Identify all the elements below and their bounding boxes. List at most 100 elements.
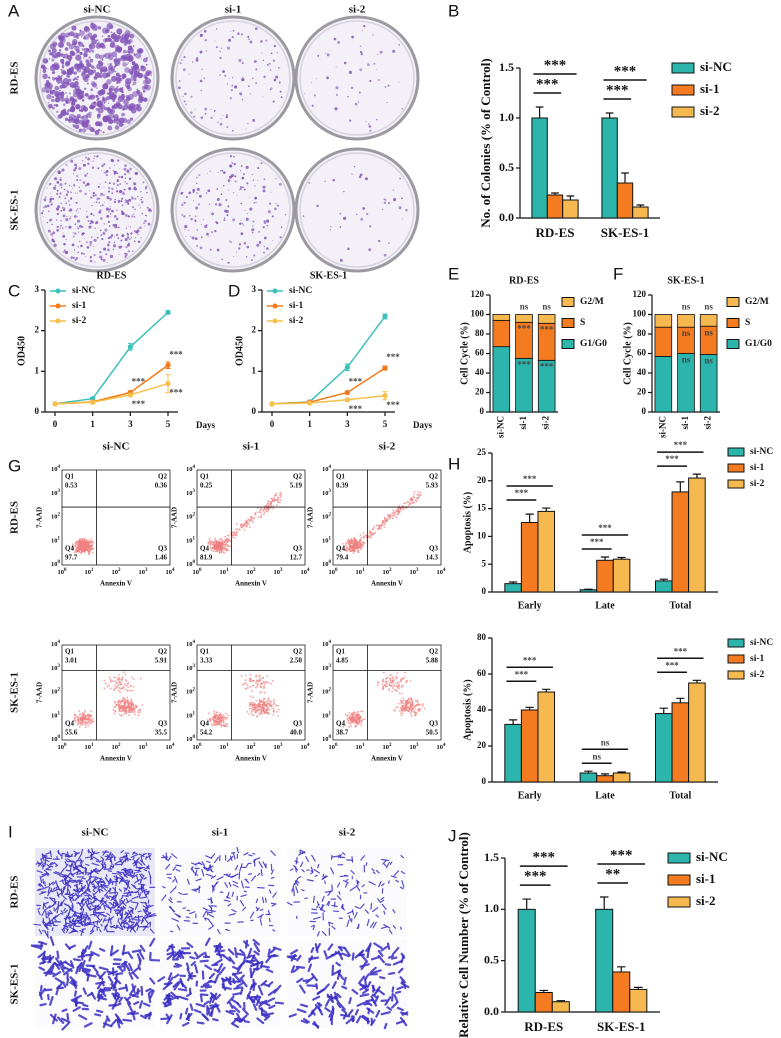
colony [46,221,49,224]
cell [83,913,87,917]
tick-base: 10 [410,744,417,751]
event-dot [359,546,362,549]
event-dot [109,681,112,683]
event-dot [235,523,238,525]
cell [355,884,361,892]
colony [185,103,187,106]
cell [216,876,224,881]
cell [98,889,101,894]
cell [131,927,136,933]
colony [73,215,77,218]
cell [67,878,71,886]
colony [190,95,193,98]
x-tick-label: 104 [437,568,447,576]
event-dot [74,543,77,546]
cell [125,898,129,903]
colony [393,198,397,202]
cell [341,852,346,856]
cell [49,881,55,886]
colony [115,56,118,58]
colony [75,210,77,212]
colony [126,233,130,236]
colony [271,215,274,218]
event-dot [79,551,82,554]
y-tick-label: 101 [322,711,332,719]
cell [92,905,97,913]
cell [106,912,111,916]
colony [115,72,120,77]
colony [378,239,381,243]
cell [294,860,299,863]
event-dot [139,711,142,713]
colony [76,53,78,55]
colony [94,130,100,135]
colony [200,236,203,239]
colony [106,72,111,77]
colony [254,196,258,200]
cell [231,909,237,913]
colony [63,188,66,191]
quadrant-name: Q4 [65,545,74,553]
cell [356,925,360,929]
event-dot [135,705,138,708]
tick-base: 10 [166,744,173,751]
colony [278,182,282,186]
event-dot [127,706,130,709]
colony [116,81,119,84]
colony [107,118,114,124]
colony [131,61,136,65]
cell [127,909,133,915]
tick-exponent: 4 [443,743,446,748]
colony [182,68,186,72]
colony [132,213,134,215]
event-dot [356,723,358,726]
colony [79,240,81,243]
event-dot [123,704,126,707]
colony [317,54,320,57]
event-dot [217,548,220,551]
x-tick-label: 102 [112,743,122,751]
tick-exponent: 0 [193,560,196,565]
event-dot [263,683,266,686]
event-dot [382,671,385,674]
colony [61,53,64,56]
cell [321,895,325,902]
y-tick-label: 103 [322,664,332,672]
cell [61,928,66,934]
colony [129,117,134,121]
event-dot [357,546,360,549]
colony [102,131,105,134]
colony [127,215,130,218]
tick-base: 10 [58,744,65,751]
event-dot [361,545,364,547]
event-dot [266,707,269,710]
colony [98,198,100,200]
colony [238,243,242,246]
colony [97,113,101,118]
cell [76,917,85,923]
cell [372,921,377,929]
event-dot [76,544,79,547]
colony [101,97,108,103]
colony [79,60,83,64]
cell [119,917,122,921]
event-dot [389,514,392,517]
event-dot [398,692,401,695]
event-dot [410,715,413,717]
cell [69,920,73,924]
colony [269,202,272,205]
x-tick-label: 102 [247,743,257,751]
colony [387,84,390,87]
colony [220,170,222,172]
plate-rim [39,152,155,268]
event-dot [222,723,225,726]
colony [368,248,372,252]
cell [353,911,358,919]
colony [249,93,251,95]
cell [312,895,315,904]
colony [104,29,110,34]
tick-exponent: 2 [329,513,332,518]
event-dot [83,538,86,541]
colony [83,25,90,32]
tick-base: 10 [383,569,390,576]
